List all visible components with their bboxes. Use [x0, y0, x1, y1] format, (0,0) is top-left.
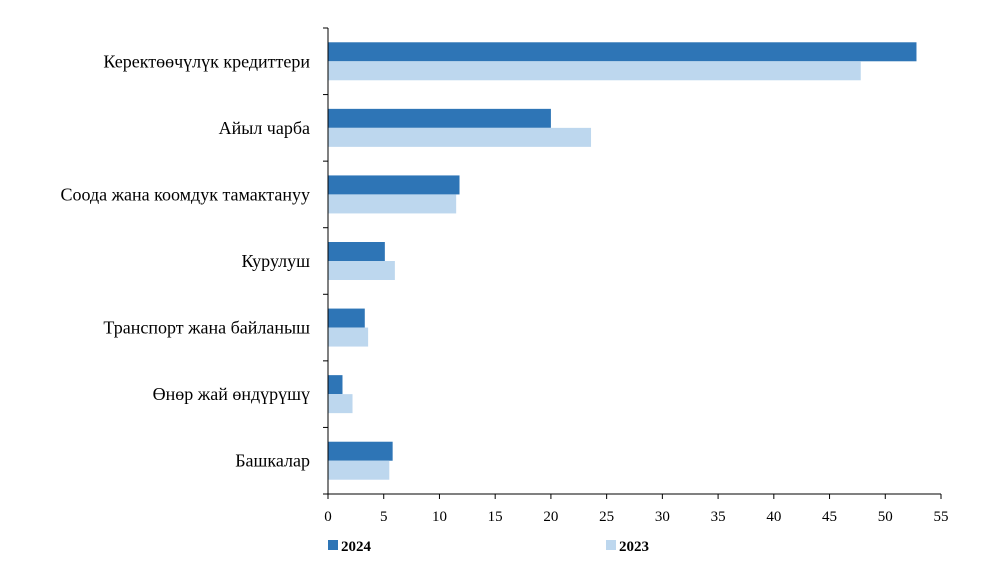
bar-2024-3	[328, 242, 385, 261]
x-tick-label: 10	[432, 509, 447, 525]
x-tick-label: 5	[380, 509, 388, 525]
bar-2024-6	[328, 441, 393, 461]
bar-2023-6	[328, 460, 390, 480]
legend-label-2023: 2023	[619, 539, 649, 555]
legend-label-2024: 2024	[341, 539, 372, 555]
x-tick-label: 35	[711, 509, 726, 525]
x-tick-label: 30	[655, 509, 670, 525]
x-tick-label: 0	[324, 509, 332, 525]
bars-group	[328, 42, 917, 480]
x-tick-label: 55	[934, 509, 949, 525]
bar-2023-0	[328, 61, 861, 81]
bar-2024-2	[328, 175, 460, 195]
x-tick-labels-group: 0 5 10 15 20 25 30 35 40 45 50 55	[324, 509, 948, 525]
bar-2023-4	[328, 327, 369, 347]
category-label: Айыл чарба	[219, 118, 310, 138]
bar-2024-1	[328, 108, 551, 128]
bar-2024-0	[328, 42, 917, 62]
category-labels-group: Керектөөчүлүк кредиттери Айыл чарба Соода …	[60, 51, 310, 470]
x-tick-label: 40	[766, 509, 781, 525]
category-label: Өнөр жай өндүрүшү	[153, 384, 310, 404]
bar-2024-4	[328, 308, 365, 328]
bar-2023-3	[328, 261, 395, 280]
x-tick-label: 25	[599, 509, 614, 525]
bar-2023-5	[328, 394, 353, 414]
bar-2023-2	[328, 194, 457, 214]
legend-swatch-2024	[328, 540, 338, 550]
category-label: Башкалар	[235, 451, 310, 471]
axes-group	[323, 27, 942, 499]
category-label: Курулуш	[242, 251, 311, 271]
x-tick-label: 20	[543, 509, 558, 525]
bar-2023-1	[328, 127, 592, 147]
bar-2024-5	[328, 375, 343, 395]
category-label: Керектөөчүлүк кредиттери	[103, 51, 310, 71]
x-tick-label: 15	[488, 509, 503, 525]
category-label: Соода жана коомдук тамактануу	[60, 184, 310, 204]
legend-swatch-2023	[606, 540, 616, 550]
x-tick-label: 50	[878, 509, 893, 525]
category-label: Транспорт жана байланыш	[103, 318, 310, 338]
legend: 2024 2023	[328, 539, 649, 555]
x-tick-label: 45	[822, 509, 837, 525]
